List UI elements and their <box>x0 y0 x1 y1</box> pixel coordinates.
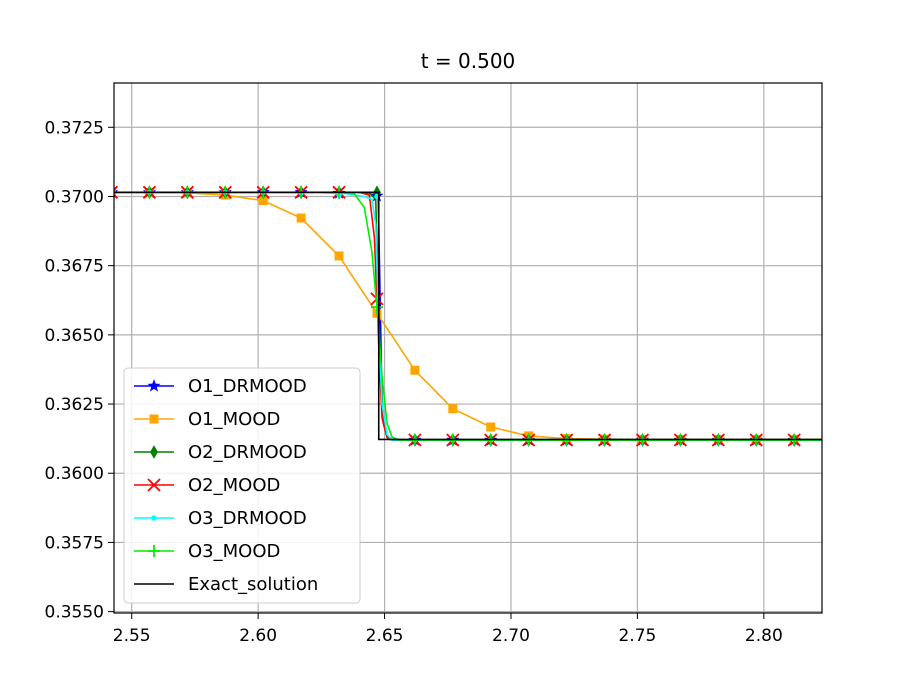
legend-item: O1_MOOD <box>134 409 280 430</box>
legend-label: O1_MOOD <box>188 409 280 430</box>
legend-marker <box>149 414 159 424</box>
legend-label: O3_MOOD <box>188 541 280 562</box>
legend-label: O2_DRMOOD <box>188 442 307 463</box>
data-point <box>296 213 306 223</box>
y-tick-label: 0.3725 <box>45 118 104 138</box>
y-tick-label: 0.3625 <box>45 395 104 415</box>
axes-frame <box>113 82 823 614</box>
y-tick-label: 0.3650 <box>45 326 104 346</box>
y-tick-label: 0.3675 <box>45 257 104 277</box>
legend-item: O3_DRMOOD <box>134 508 307 529</box>
legend-item: O1_DRMOOD <box>134 376 307 397</box>
series-line <box>114 191 822 441</box>
x-tick-label: 2.80 <box>745 626 783 646</box>
y-tick-label: 0.3575 <box>45 533 104 553</box>
series-line <box>114 191 822 441</box>
chart-title: t = 0.500 <box>421 49 516 73</box>
data-point <box>334 251 344 261</box>
legend-marker <box>147 478 161 492</box>
data-point <box>258 196 268 206</box>
legend-item: O2_DRMOOD <box>134 442 307 463</box>
legend-item: O3_MOOD <box>134 541 280 562</box>
data-point <box>114 185 119 199</box>
data-point <box>370 301 383 314</box>
data-point <box>410 365 420 375</box>
x-axis-ticks: 2.55 2.60 2.65 2.70 2.75 2.80 <box>113 613 783 646</box>
legend-marker <box>147 379 161 392</box>
data-point <box>486 422 496 432</box>
x-tick-label: 2.70 <box>492 626 530 646</box>
y-tick-label: 0.3550 <box>45 603 104 623</box>
legend-label: O3_DRMOOD <box>188 508 307 529</box>
legend: O1_DRMOOD O1_MOOD O2_DRMOOD O2_MOOD O3_DRMOO… <box>123 367 361 604</box>
legend-marker <box>150 445 158 459</box>
legend-item: Exact_solution <box>134 574 318 595</box>
x-tick-label: 2.55 <box>113 626 151 646</box>
x-tick-label: 2.60 <box>239 626 277 646</box>
legend-item: O2_MOOD <box>134 475 280 496</box>
x-tick-label: 2.65 <box>366 626 404 646</box>
legend-marker <box>151 515 157 521</box>
legend-box <box>123 367 361 604</box>
plot-area <box>114 185 822 447</box>
y-axis-ticks: 0.3550 0.3575 0.3600 0.3625 0.3650 0.3675 0.37… <box>45 118 114 623</box>
legend-label: O2_MOOD <box>188 475 280 496</box>
data-point <box>448 404 458 414</box>
legend-label: Exact_solution <box>188 574 318 595</box>
x-tick-label: 2.75 <box>618 626 656 646</box>
legend-marker <box>148 545 160 557</box>
legend-label: O1_DRMOOD <box>188 376 307 397</box>
y-tick-label: 0.3600 <box>45 464 104 484</box>
series-Exact_solution <box>114 191 822 441</box>
y-tick-label: 0.3700 <box>45 187 104 207</box>
